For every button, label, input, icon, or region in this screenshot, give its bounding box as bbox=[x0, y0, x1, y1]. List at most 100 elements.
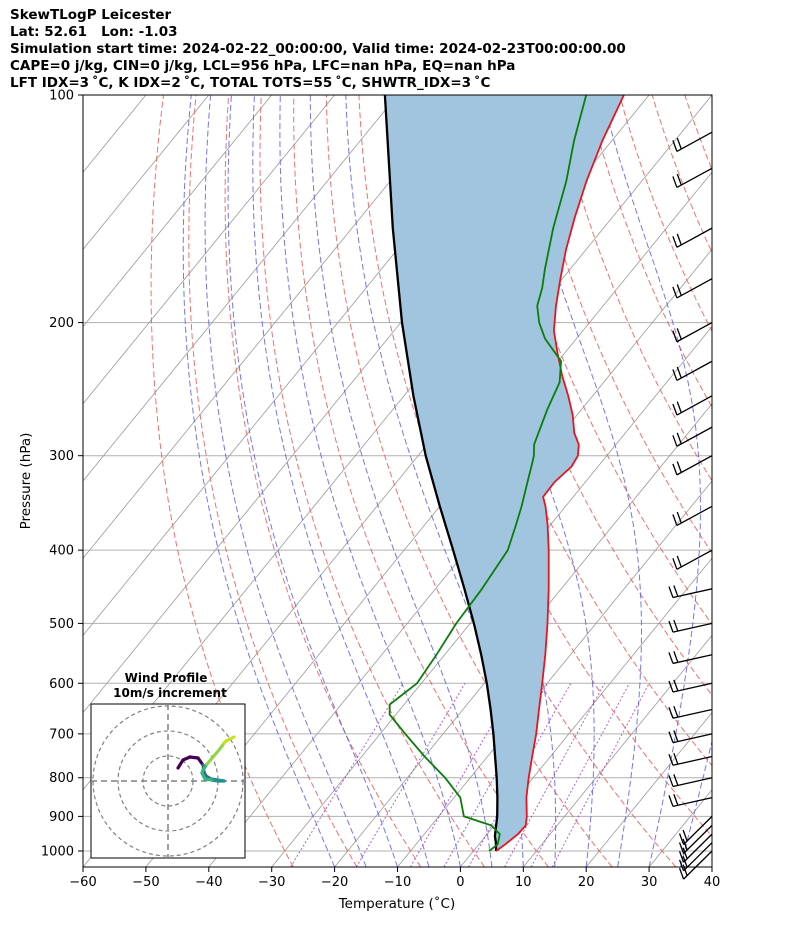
x-tick-label: 20 bbox=[578, 875, 595, 890]
dry-adiabat-line bbox=[586, 95, 712, 408]
isotherm-line bbox=[83, 95, 461, 559]
wind-barb bbox=[678, 824, 713, 854]
dry-adiabat-line bbox=[521, 95, 712, 554]
wind-barb bbox=[668, 679, 713, 693]
dry-adiabat-line bbox=[325, 95, 613, 867]
isotherm-line bbox=[648, 789, 712, 867]
dry-adiabat-line bbox=[150, 95, 294, 867]
isotherm-line bbox=[522, 634, 712, 867]
wind-barb bbox=[678, 833, 713, 863]
moist-adiabat-line bbox=[680, 739, 712, 867]
isotherm-line bbox=[83, 95, 398, 482]
dry-adiabat-line bbox=[619, 95, 712, 333]
moist-adiabat-line bbox=[711, 865, 712, 867]
mixing-ratio-line bbox=[290, 683, 404, 867]
dry-adiabat-line bbox=[293, 95, 549, 867]
wind-barb bbox=[672, 167, 713, 189]
moist-adiabat-line bbox=[227, 95, 398, 867]
wind-barb bbox=[672, 227, 713, 248]
wind-barb bbox=[668, 619, 713, 633]
chart-title: SkewTLogP Leicester bbox=[10, 7, 172, 23]
isotherm-line bbox=[83, 95, 273, 328]
location-coordinates: Lat: 52.61 Lon: -1.03 bbox=[10, 23, 178, 40]
y-tick-label: 1000 bbox=[41, 844, 74, 859]
stability-parameters: CAPE=0 j/kg, CIN=0 j/kg, LCL=956 hPa, LF… bbox=[10, 57, 516, 74]
dry-adiabat-line bbox=[188, 95, 358, 867]
dry-adiabat-line bbox=[684, 95, 712, 171]
x-tick-label: −20 bbox=[321, 875, 348, 890]
isotherm-line bbox=[83, 95, 210, 251]
mixing-ratio-line bbox=[504, 683, 606, 867]
wind-barb bbox=[668, 585, 713, 599]
wind-barb bbox=[672, 278, 713, 299]
dry-adiabat-line bbox=[717, 95, 794, 867]
hodograph bbox=[91, 704, 245, 858]
moist-adiabat-line bbox=[601, 95, 701, 867]
inset-title: Wind Profile bbox=[125, 671, 208, 685]
wind-profile-inset: Wind Profile 10m/s increment bbox=[90, 671, 246, 859]
isotherm-line bbox=[83, 95, 84, 96]
y-tick-label: 300 bbox=[49, 449, 74, 464]
wind-barb bbox=[672, 395, 713, 416]
wind-barb bbox=[672, 455, 713, 476]
x-tick-label: −50 bbox=[132, 875, 159, 890]
x-tick-label: −60 bbox=[69, 875, 96, 890]
x-axis-title: Temperature (˚C) bbox=[338, 895, 456, 912]
wind-barb bbox=[672, 360, 713, 381]
wind-barb bbox=[672, 549, 713, 570]
isotherm-line bbox=[711, 866, 712, 867]
wind-barb bbox=[678, 842, 713, 872]
mixing-ratio-line bbox=[355, 683, 466, 867]
chart-header: SkewTLogP Leicester Lat: 52.61 Lon: -1.0… bbox=[10, 7, 790, 92]
x-tick-label: −40 bbox=[195, 875, 222, 890]
x-tick-label: 0 bbox=[456, 875, 464, 890]
moist-adiabat-line bbox=[182, 95, 336, 867]
y-axis-title: Pressure (hPa) bbox=[18, 433, 34, 530]
plot-area bbox=[82, 94, 794, 868]
axes: −60 −50 −40 −30 −20 −10 0 10 20 30 40 100 200 300 400 5… bbox=[41, 89, 720, 891]
dry-adiabat-line bbox=[553, 95, 712, 482]
wind-barb bbox=[668, 651, 713, 665]
wind-barb bbox=[668, 774, 713, 788]
wind-barb bbox=[672, 322, 713, 343]
mixing-ratio-line bbox=[468, 683, 572, 867]
mixing-ratio-line bbox=[551, 683, 650, 867]
y-tick-label: 400 bbox=[49, 544, 74, 559]
y-tick-label: 800 bbox=[49, 771, 74, 786]
wind-barb bbox=[668, 705, 713, 719]
wind-barb bbox=[668, 794, 713, 807]
inset-subtitle: 10m/s increment bbox=[113, 686, 227, 700]
wind-barb bbox=[672, 426, 713, 447]
wind-barb bbox=[672, 505, 713, 527]
y-tick-label: 700 bbox=[49, 727, 74, 742]
isotherm-line bbox=[334, 403, 712, 867]
y-tick-label: 100 bbox=[49, 89, 74, 104]
y-tick-label: 900 bbox=[49, 810, 74, 825]
moist-adiabat-line bbox=[511, 95, 642, 867]
isotherm-line bbox=[460, 557, 712, 867]
simulation-times: Simulation start time: 2024-02-22_00:00:… bbox=[10, 40, 626, 57]
x-tick-label: 10 bbox=[515, 875, 532, 890]
cin-cape-shading bbox=[384, 95, 624, 851]
y-tick-label: 500 bbox=[49, 617, 74, 632]
x-tick-label: −30 bbox=[258, 875, 285, 890]
stability-indices: LFT IDX=3 ˚C, K IDX=2 ˚C, TOTAL TOTS=55 … bbox=[10, 74, 491, 91]
wind-barbs bbox=[668, 131, 713, 880]
parcel-profile-line bbox=[383, 95, 499, 852]
wind-barb bbox=[668, 730, 713, 744]
y-tick-label: 600 bbox=[49, 677, 74, 692]
profile-lines bbox=[383, 95, 625, 852]
dewpoint-line bbox=[388, 95, 588, 852]
moist-adiabat-line bbox=[279, 95, 461, 867]
wind-barb bbox=[668, 752, 713, 766]
dry-adiabat-line bbox=[783, 95, 794, 867]
dry-adiabat-line bbox=[651, 95, 712, 254]
hodograph-segment bbox=[228, 735, 236, 741]
wind-barb bbox=[672, 131, 713, 152]
y-tick-label: 200 bbox=[49, 316, 74, 331]
wind-barb bbox=[678, 815, 713, 845]
dry-adiabat-line bbox=[750, 95, 794, 867]
moist-adiabat-line bbox=[252, 95, 430, 867]
moist-adiabat-line bbox=[309, 95, 493, 867]
